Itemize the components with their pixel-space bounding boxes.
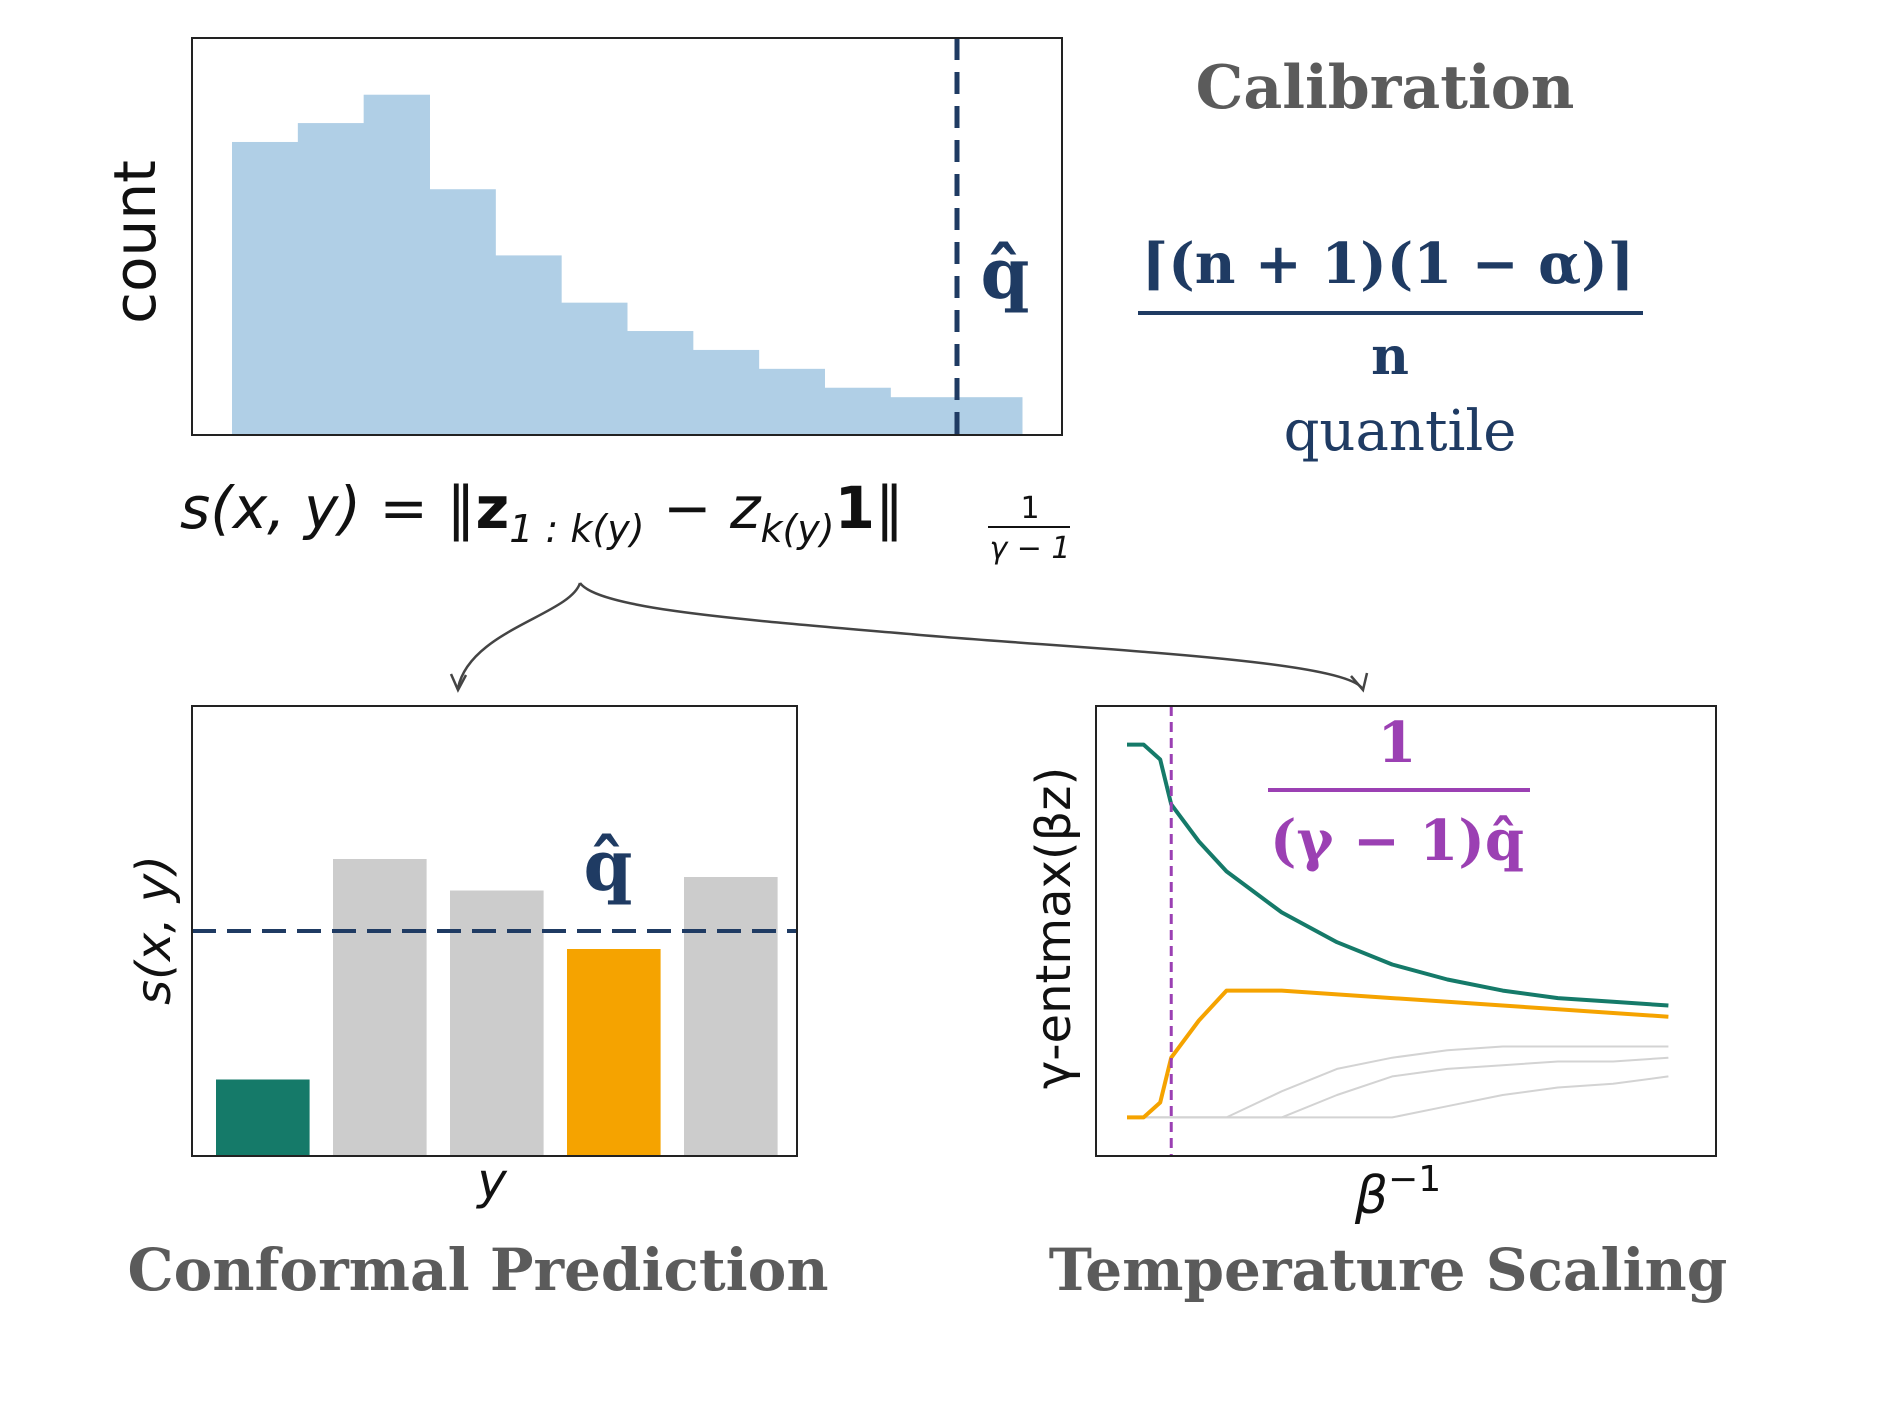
quantile-formula-denominator: n (1371, 326, 1409, 387)
histogram-bars (232, 94, 1023, 436)
conformal-panel: q̂ s(x, y) y Conformal Prediction (126, 705, 829, 1304)
quantile-label: quantile (1284, 399, 1517, 464)
histogram-bar (758, 368, 825, 435)
entmax-series-line (1127, 1056, 1669, 1119)
temperature-frac-denominator: (γ − 1)q̂ (1270, 808, 1524, 874)
calibration-panel: count q̂ Calibration ⌈(n + 1)(1 − α)⌉ n … (101, 37, 1643, 566)
conformal-bar (216, 1079, 310, 1156)
entmax-curves (1127, 742, 1669, 1120)
calibration-title: Calibration (1196, 53, 1575, 123)
temperature-panel: 1 (γ − 1)q̂ γ-entmax(βz) β−1 Temperature… (1026, 705, 1728, 1304)
histogram-bar (232, 141, 299, 435)
histogram-bar (627, 331, 694, 435)
temperature-frac-numerator: 1 (1378, 710, 1417, 776)
temperature-x-label: β−1 (1354, 1159, 1441, 1226)
histogram-bar (561, 302, 628, 435)
histogram-y-label: count (101, 160, 169, 324)
score-function-formula: s(x, y) = ‖z1 : k(y) − zk(y)1‖ (180, 474, 904, 551)
histogram-bar (297, 123, 365, 436)
entmax-series-line (1127, 988, 1669, 1120)
histogram-bar (363, 94, 430, 435)
quantile-formula-numerator: ⌈(n + 1)(1 − α)⌉ (1142, 231, 1635, 297)
conformal-bar (567, 949, 661, 1156)
histogram-bar (890, 397, 957, 435)
temperature-title: Temperature Scaling (1049, 1236, 1728, 1304)
histogram-bar (692, 349, 760, 435)
score-norm-numerator: 1 (1020, 491, 1039, 526)
histogram-bar (824, 387, 891, 435)
histogram-qhat-label: q̂ (981, 232, 1030, 315)
temperature-frame (1095, 705, 1717, 1157)
score-norm-denominator: γ − 1 (989, 531, 1070, 566)
conformal-frame (191, 705, 798, 1157)
conformal-title: Conformal Prediction (127, 1236, 828, 1304)
temperature-y-label: γ-entmax(βz) (1026, 767, 1082, 1089)
conformal-bar (333, 859, 427, 1156)
entmax-series-line (1127, 1045, 1669, 1119)
arrow-head-left (449, 673, 468, 693)
conformal-bars (216, 859, 778, 1156)
conformal-bar (450, 890, 544, 1156)
histogram-bar (495, 255, 562, 435)
connector-arrows (449, 582, 1369, 693)
arrow-head-right (1350, 672, 1369, 693)
conformal-bar (684, 877, 778, 1156)
histogram-frame (191, 37, 1063, 436)
histogram-bar (429, 189, 496, 435)
conformal-y-label: s(x, y) (126, 855, 182, 1005)
arrow-to-conformal (456, 582, 582, 689)
entmax-series-line (1127, 742, 1669, 1008)
conformal-qhat-label: q̂ (584, 824, 633, 907)
arrow-to-temperature (578, 582, 1363, 689)
conformal-x-label: y (475, 1152, 508, 1210)
histogram-bar (956, 397, 1023, 435)
entmax-series-line (1127, 1075, 1669, 1119)
